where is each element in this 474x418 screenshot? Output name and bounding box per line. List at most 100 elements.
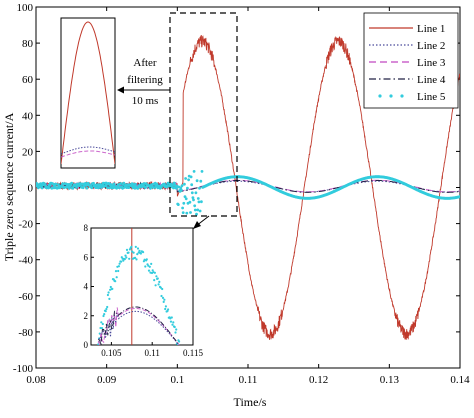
series-line-5-point bbox=[183, 195, 187, 199]
series-line-5-point bbox=[196, 197, 200, 200]
series-line-5-point bbox=[183, 182, 186, 186]
inset-zoom-line-5-point bbox=[122, 259, 125, 262]
series-line-5-point bbox=[119, 182, 123, 185]
inset-zoom-line-5-point bbox=[164, 307, 167, 311]
series-line-5-point bbox=[190, 191, 194, 195]
inset-zoom-line-5-point bbox=[115, 276, 118, 279]
inset-zoom-line-5-point bbox=[100, 321, 103, 324]
series-line-5-point bbox=[54, 182, 58, 186]
annotation-10ms: 10 ms bbox=[132, 95, 159, 107]
inset-zoom-line-5-point bbox=[148, 265, 151, 268]
inset-zoom-line-5-point bbox=[157, 283, 160, 286]
inset-zoom-line-5-point bbox=[158, 280, 161, 283]
y-tick-label: -60 bbox=[18, 291, 33, 303]
series-line-2 bbox=[36, 180, 460, 193]
inset-zoom-line-5-point bbox=[173, 325, 176, 329]
inset-filtered-line-1 bbox=[61, 21, 115, 165]
series-line-5-point bbox=[194, 191, 198, 195]
inset-zoom-line-5-point bbox=[134, 256, 137, 259]
inset-zoom-line-5-point bbox=[120, 260, 123, 263]
inset-zoom-line-5-point bbox=[135, 258, 138, 261]
series-line-5-point bbox=[190, 183, 194, 187]
x-tick-label: 0.11 bbox=[239, 374, 258, 386]
series-line-5-point bbox=[192, 170, 196, 173]
inset-zoom-line-5-point bbox=[159, 286, 162, 289]
inset-zoom-line-5-point bbox=[123, 258, 126, 261]
x-tick-label: 0.12 bbox=[309, 374, 328, 386]
series-line-5-point bbox=[189, 175, 193, 179]
series-line-5-point bbox=[192, 198, 195, 202]
series-line-5-point bbox=[85, 186, 89, 190]
legend-swatch-line-5b bbox=[389, 94, 393, 98]
inset-zoom-line-5-point bbox=[163, 298, 166, 301]
legend-swatch-line-5c bbox=[400, 94, 404, 98]
y-tick-label: 100 bbox=[17, 2, 34, 14]
inset-zoom-line-5-point bbox=[162, 300, 165, 303]
series-line-5-point bbox=[144, 186, 148, 189]
series-line-5-point bbox=[181, 206, 185, 210]
series-line-5-point bbox=[198, 209, 202, 213]
series-line-5-point bbox=[181, 211, 185, 215]
y-tick-label: -20 bbox=[18, 219, 33, 231]
inset-filtered-frame bbox=[60, 17, 116, 169]
series-line-5-point bbox=[75, 186, 78, 189]
inset-zoom-line-5-point bbox=[130, 245, 133, 248]
series-line-5-point bbox=[187, 178, 191, 182]
inset-zoom-line-5-point bbox=[171, 323, 174, 326]
inset-filtered bbox=[60, 17, 116, 169]
x-tick-label: 0.08 bbox=[26, 374, 46, 386]
legend-label-line-4: Line 4 bbox=[417, 74, 446, 86]
series-line-5-point bbox=[127, 186, 131, 190]
y-tick-label: 40 bbox=[22, 110, 34, 122]
inset-zoom-line-5-point bbox=[103, 313, 106, 316]
series-line-5-point bbox=[180, 188, 183, 192]
series-line-5-point bbox=[458, 195, 460, 198]
inset-zoom-line-5-point bbox=[145, 258, 148, 261]
inset-zoom: 0.105 0.11 0.115 8 6 4 2 0 bbox=[84, 223, 204, 358]
inset-zoom-line-5-point bbox=[160, 294, 163, 298]
series-line-5-point bbox=[189, 211, 192, 214]
inset-zoom-line-5-point bbox=[114, 270, 118, 273]
inset-zoom-line-5-point bbox=[106, 293, 109, 297]
inset-zoom-line-5-point bbox=[114, 280, 117, 283]
inset-y-tick-label: 8 bbox=[84, 223, 89, 233]
inset-zoom-line-5-point bbox=[125, 248, 129, 251]
y-tick-label: 80 bbox=[22, 38, 34, 50]
inset-y-tick-label: 4 bbox=[84, 282, 89, 292]
inset-zoom-line-5-point bbox=[128, 257, 131, 260]
series-line-5-point bbox=[198, 186, 201, 190]
series-line-5-point bbox=[39, 182, 43, 186]
series-line-5-point bbox=[185, 211, 189, 215]
inset-zoom-line-5-point bbox=[138, 249, 141, 252]
annotation-after: After bbox=[133, 57, 157, 69]
inset-zoom-line-5-point bbox=[153, 271, 156, 274]
series-line-5-point bbox=[107, 186, 111, 190]
y-tick-label: 0 bbox=[28, 183, 34, 195]
inset-zoom-frame bbox=[90, 227, 194, 346]
series-line-5-point bbox=[184, 197, 188, 201]
series-line-5-point bbox=[188, 200, 192, 204]
series-line-5-point bbox=[70, 181, 74, 185]
inset-zoom-line-5-point bbox=[111, 287, 114, 290]
x-axis-label: Time/s bbox=[234, 395, 267, 409]
x-tick-label: 0.09 bbox=[97, 374, 117, 386]
inset-zoom-line-5-point bbox=[107, 291, 110, 294]
inset-zoom-line-5-point bbox=[108, 297, 111, 300]
inset-zoom-line-5-point bbox=[134, 245, 137, 248]
inset-zoom-line-5-point bbox=[139, 252, 142, 255]
inset-zoom-line-5-point bbox=[150, 262, 153, 265]
series-line-5-point bbox=[186, 186, 189, 190]
y-tick-label: 60 bbox=[22, 74, 34, 86]
series-line-5-point bbox=[179, 186, 183, 190]
inset-zoom-line-5-point bbox=[175, 328, 178, 331]
inset-y-tick-label: 2 bbox=[84, 311, 89, 321]
series-line-5-point bbox=[200, 170, 204, 173]
x-tick-label: 0.1 bbox=[170, 374, 184, 386]
series-line-5-point bbox=[195, 179, 199, 183]
inset-y-tick-label: 0 bbox=[84, 340, 89, 350]
inset-filtered-line-3 bbox=[61, 150, 115, 158]
inset-zoom-line-5-point bbox=[105, 307, 108, 311]
series-line-5-point bbox=[184, 177, 188, 180]
series-line-5-point bbox=[112, 182, 116, 186]
inset-zoom-line-5-point bbox=[104, 310, 107, 313]
